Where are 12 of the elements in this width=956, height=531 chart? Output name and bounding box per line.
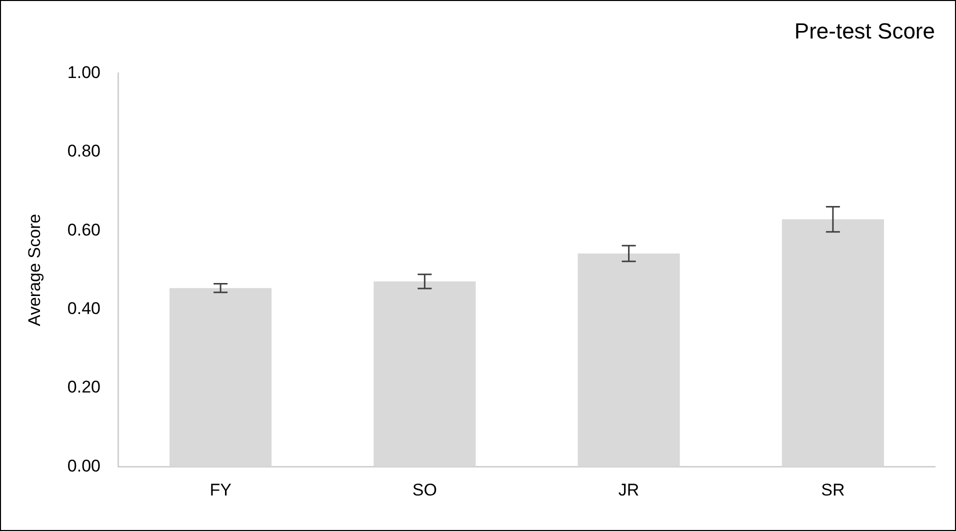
y-tick-label: 0.60 bbox=[67, 220, 100, 240]
x-tick-label: SO bbox=[412, 480, 437, 500]
y-tick-label: 0.20 bbox=[67, 378, 100, 397]
x-tick-label: JR bbox=[618, 480, 640, 500]
chart-title: Pre-test Score bbox=[794, 18, 935, 44]
y-tick-label: 1.00 bbox=[67, 63, 100, 82]
x-tick-label: SR bbox=[821, 480, 845, 500]
y-axis-title: Average Score bbox=[24, 214, 44, 326]
y-tick-label: 0.80 bbox=[67, 142, 100, 161]
y-tick-label: 0.00 bbox=[67, 456, 100, 476]
x-tick-label: FY bbox=[210, 480, 232, 500]
y-tick-label: 0.40 bbox=[67, 299, 100, 318]
